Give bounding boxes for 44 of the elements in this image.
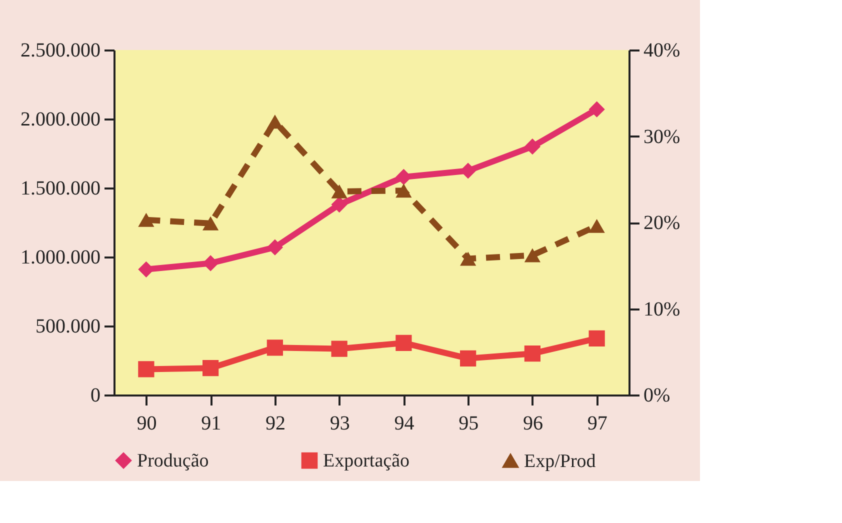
x-tick-label: 92 [265, 412, 286, 434]
x-tick-label: 91 [201, 412, 222, 434]
y-tick-label: 0 [90, 384, 100, 406]
point [266, 239, 283, 256]
point [396, 334, 412, 352]
point [266, 114, 283, 129]
point [331, 184, 348, 198]
point [202, 216, 219, 230]
y2-tick-label: 40% [644, 40, 680, 62]
point [331, 196, 348, 213]
y2-tick-label: 10% [644, 298, 680, 320]
point [588, 101, 605, 118]
x-tick-label: 95 [458, 412, 479, 434]
point [524, 138, 540, 155]
y-tick-label: 500.000 [36, 316, 100, 338]
point [588, 330, 605, 346]
point [588, 218, 605, 233]
legend-label: Produção [137, 450, 209, 472]
point [460, 350, 476, 366]
y-tick-label: 2.500.000 [20, 40, 100, 62]
legend-label: Exp/Prod [524, 450, 596, 472]
point [524, 346, 540, 362]
point [524, 248, 540, 262]
x-tick-label: 96 [522, 412, 543, 434]
y-tick-label: 1.500.000 [20, 178, 100, 200]
point [396, 184, 412, 198]
point [202, 360, 219, 376]
y-tick-label: 2.000.000 [20, 108, 100, 130]
x-tick-label: 94 [394, 412, 414, 434]
point [202, 255, 219, 272]
x-tick-label: 93 [330, 412, 350, 434]
legend-label: Exportação [323, 450, 410, 472]
y2-tick-label: 20% [644, 212, 680, 234]
x-tick-label: 90 [136, 412, 157, 434]
point [266, 340, 283, 356]
y2-tick-label: 0% [644, 384, 670, 406]
point [460, 162, 476, 179]
y-tick-label: 1.000.000 [20, 246, 100, 268]
x-tick-label: 97 [587, 412, 608, 434]
y2-tick-label: 30% [644, 126, 680, 148]
point [138, 212, 154, 227]
point [138, 361, 154, 378]
point [331, 340, 348, 357]
point [460, 252, 476, 266]
